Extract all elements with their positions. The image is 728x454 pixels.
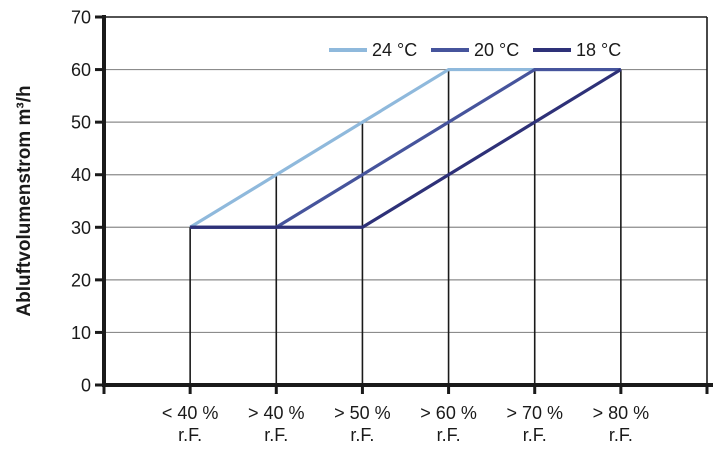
x-tick-label: > 50 % xyxy=(334,403,391,423)
y-tick-label: 0 xyxy=(81,376,91,396)
legend-label: 24 °C xyxy=(372,40,417,60)
legend-label: 18 °C xyxy=(576,40,621,60)
x-tick-label: > 40 % xyxy=(248,403,305,423)
series-line-18c xyxy=(190,68,622,229)
series-line-20c xyxy=(190,67,621,229)
y-tick-label: 30 xyxy=(71,218,91,238)
legend-label: 20 °C xyxy=(474,40,519,60)
y-axis-title: Abluftvolumenstrom m³/h xyxy=(14,85,35,316)
y-tick-label: 40 xyxy=(71,165,91,185)
y-tick-label: 70 xyxy=(71,8,91,28)
x-tick-sublabel: r.F. xyxy=(523,425,547,445)
y-tick-label: 20 xyxy=(71,270,91,290)
x-tick-label: > 70 % xyxy=(506,403,563,423)
y-tick-label: 50 xyxy=(71,113,91,133)
x-tick-sublabel: r.F. xyxy=(264,425,288,445)
y-tick-label: 60 xyxy=(71,60,91,80)
y-tick-label: 10 xyxy=(71,323,91,343)
x-tick-sublabel: r.F. xyxy=(350,425,374,445)
x-tick-label: < 40 % xyxy=(162,403,219,423)
x-tick-label: > 80 % xyxy=(593,403,650,423)
x-tick-sublabel: r.F. xyxy=(437,425,461,445)
x-tick-sublabel: r.F. xyxy=(178,425,202,445)
x-tick-sublabel: r.F. xyxy=(609,425,633,445)
x-tick-label: > 60 % xyxy=(420,403,477,423)
